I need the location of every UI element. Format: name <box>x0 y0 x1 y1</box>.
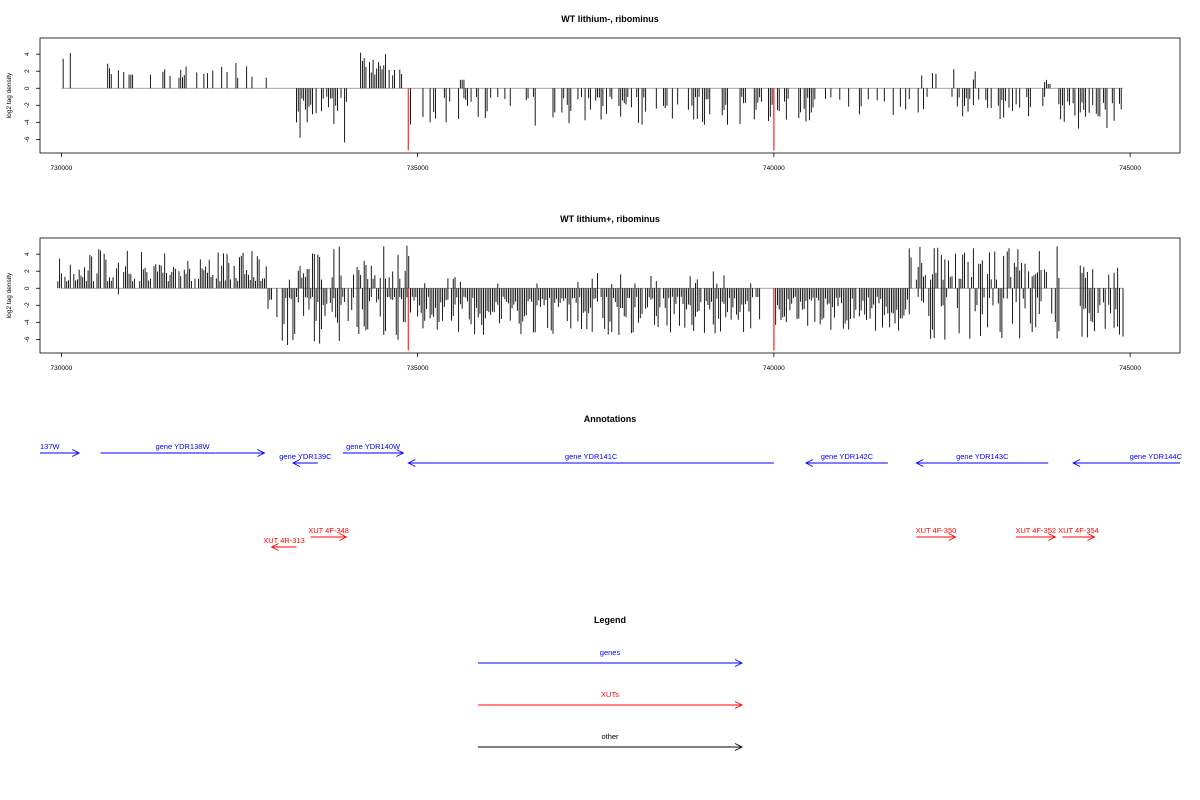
y-axis-label: log2 tag density <box>6 272 13 318</box>
y-tick-label: -2 <box>24 302 31 308</box>
annotation-arrow-head <box>948 533 957 541</box>
x-tick-label: 740000 <box>763 165 785 172</box>
annotation-arrow-head <box>339 533 348 541</box>
annotation-label: gene YDR141C <box>565 452 618 461</box>
x-tick-label: 745000 <box>1119 165 1141 172</box>
xut-annotation: XUT 4R-313 <box>263 536 305 551</box>
xut-annotation: XUT 4F-350 <box>916 526 957 541</box>
y-tick-label: -2 <box>24 102 31 108</box>
annotation-label: XUT 4F-354 <box>1058 526 1099 535</box>
legend-arrow-head <box>734 743 744 751</box>
annotations-title: Annotations <box>584 414 637 424</box>
x-tick-label: 740000 <box>763 365 785 372</box>
annotation-label: gene YDR140W <box>346 442 401 451</box>
x-tick-label: 735000 <box>407 365 429 372</box>
gene-annotation: gene YDR142C <box>804 452 888 467</box>
annotation-arrow-head <box>1087 533 1096 541</box>
annotation-arrow-head <box>396 449 405 457</box>
gene-annotation: gene YDR143C <box>915 452 1049 467</box>
panel-title: WT lithium-, ribominus <box>561 14 659 24</box>
panel-title: WT lithium+, ribominus <box>560 214 660 224</box>
legend-title: Legend <box>594 615 626 625</box>
y-tick-label: 2 <box>24 69 31 73</box>
legend-item: XUTs <box>478 690 744 709</box>
annotation-label: gene YDR144C <box>1130 452 1183 461</box>
annotations-panel: Annotations 137W gene YDR138W gene YDR139C g… <box>40 414 1183 551</box>
annotation-label: XUT 4F-350 <box>916 526 957 535</box>
annotation-arrow-head <box>291 459 301 467</box>
gene-annotation: gene YDR139C <box>279 452 332 467</box>
legend-item: other <box>478 732 744 751</box>
gene-annotation: 137W <box>40 442 81 457</box>
legend-label: genes <box>600 648 621 657</box>
annotation-label: gene YDR142C <box>821 452 874 461</box>
legend-arrow-head <box>734 659 744 667</box>
annotation-arrow-head <box>257 449 266 457</box>
y-axis-label: log2 tag density <box>6 72 13 118</box>
legend-label: XUTs <box>601 690 619 699</box>
annotation-arrow-head <box>1072 459 1081 467</box>
gene-annotation: gene YDR138W <box>100 442 266 457</box>
density-bars <box>57 245 1124 346</box>
annotation-label: XUT 4R-313 <box>263 536 305 545</box>
annotation-label: gene YDR143C <box>956 452 1009 461</box>
xut-annotation: XUT 4F-354 <box>1058 526 1099 541</box>
x-tick-label: 745000 <box>1119 365 1141 372</box>
y-tick-label: -6 <box>24 136 31 142</box>
y-tick-label: 2 <box>24 269 31 273</box>
y-tick-label: -6 <box>24 336 31 342</box>
track-panel-2: WT lithium+, ribominus log2 tag density -6… <box>6 214 1181 372</box>
annotation-arrow-head <box>71 449 81 457</box>
y-tick-label: -4 <box>24 319 31 325</box>
annotation-arrow-head <box>915 459 924 467</box>
annotation-label: 137W <box>40 442 61 451</box>
y-tick-label: 4 <box>24 52 31 56</box>
annotation-label: gene YDR139C <box>279 452 332 461</box>
y-tick-label: -4 <box>24 119 31 125</box>
annotation-arrow-head <box>1048 533 1057 541</box>
legend-label: other <box>601 732 619 741</box>
gene-annotation: gene YDR141C <box>407 452 774 467</box>
track-panel-1: WT lithium-, ribominus log2 tag density -6… <box>6 14 1181 172</box>
gene-annotation: gene YDR140W <box>342 442 405 457</box>
density-bars <box>62 52 1122 143</box>
y-tick-label: 0 <box>24 86 31 90</box>
xut-annotation: XUT 4F-352 <box>1015 526 1057 541</box>
annotation-arrow-head <box>270 543 279 551</box>
x-tick-label: 735000 <box>407 165 429 172</box>
x-tick-label: 730000 <box>51 365 73 372</box>
legend-arrow-head <box>734 701 744 709</box>
plot-frame <box>39 37 1181 154</box>
y-tick-label: 0 <box>24 286 31 290</box>
annotation-label: XUT 4F-348 <box>308 526 349 535</box>
legend-panel: Legend genes XUTs other <box>478 615 744 751</box>
annotation-label: XUT 4F-352 <box>1015 526 1056 535</box>
x-tick-label: 730000 <box>51 165 73 172</box>
annotation-arrow-head <box>407 459 416 467</box>
xut-annotation: XUT 4F-348 <box>308 526 349 541</box>
annotation-label: gene YDR138W <box>155 442 210 451</box>
plot-frame <box>39 237 1181 354</box>
gene-annotation: gene YDR144C <box>1072 452 1183 467</box>
y-tick-label: 4 <box>24 252 31 256</box>
legend-item: genes <box>478 648 744 667</box>
annotation-arrow-head <box>804 459 814 467</box>
